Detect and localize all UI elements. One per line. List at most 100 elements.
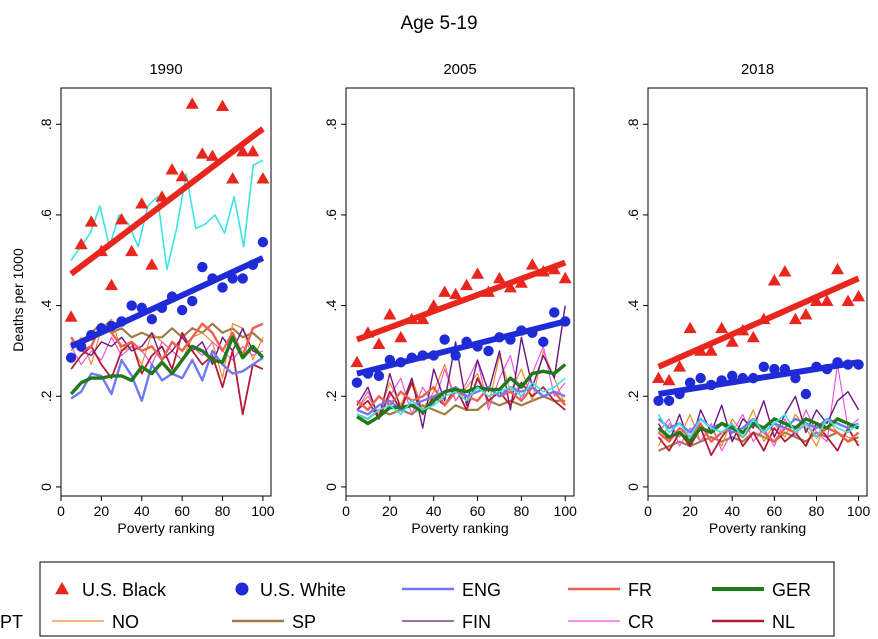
y-tick-label: .2	[38, 390, 54, 402]
panel-title: 1990	[149, 61, 182, 78]
point-us-white	[800, 388, 812, 400]
point-us-black	[482, 285, 495, 297]
point-us-black	[216, 99, 230, 112]
x-tick-label: 20	[94, 503, 110, 519]
point-us-black	[74, 237, 88, 250]
panel-2018: 2018 0 20 40 60 80 100 Poverty ranking 0 .2 .4 .6 .8	[625, 61, 870, 536]
point-us-white	[779, 363, 791, 375]
y-tick-label: .4	[38, 300, 54, 312]
point-us-black	[205, 149, 219, 161]
point-us-black	[514, 276, 528, 288]
point-us-white	[674, 388, 685, 400]
point-us-black	[757, 312, 771, 325]
point-us-black	[547, 262, 561, 275]
point-us-black	[831, 262, 845, 275]
series-line-nl	[356, 377, 566, 420]
point-us-white	[832, 357, 843, 368]
point-us-white	[227, 273, 238, 284]
legend-label: U.S. Black	[82, 580, 167, 600]
point-us-black	[725, 335, 739, 347]
x-tick-label: 0	[342, 503, 350, 519]
point-us-white	[653, 395, 664, 406]
point-us-black	[64, 310, 78, 322]
series-line-ger	[69, 335, 265, 396]
point-us-white	[384, 354, 396, 366]
y-tick-label: .2	[323, 390, 339, 402]
point-us-black	[165, 163, 179, 175]
series-line-pt	[356, 377, 566, 420]
y-tick-label: .6	[38, 209, 54, 221]
point-us-black	[662, 373, 676, 386]
point-us-black	[226, 172, 240, 184]
point-us-white	[106, 320, 117, 332]
point-us-black	[778, 265, 792, 277]
point-us-white	[362, 368, 374, 379]
point-us-black	[195, 147, 209, 159]
point-us-white	[450, 350, 461, 361]
series-line-nl	[657, 422, 860, 457]
point-us-white	[483, 345, 494, 357]
point-us-white	[187, 295, 198, 307]
point-us-black	[694, 344, 708, 356]
point-us-black	[125, 244, 139, 257]
point-us-black	[799, 308, 813, 320]
point-us-white	[373, 370, 385, 382]
x-tick-label: 20	[682, 503, 698, 519]
point-us-white	[663, 395, 675, 406]
x-tick-label: 40	[426, 503, 442, 519]
point-us-white	[705, 379, 717, 391]
point-us-black	[471, 267, 485, 279]
legend-label: NL	[772, 612, 795, 632]
point-us-white	[790, 372, 801, 384]
point-us-white	[472, 341, 483, 352]
point-us-white	[737, 372, 748, 384]
legend-label: FIN	[462, 612, 491, 632]
point-us-white	[748, 372, 759, 384]
point-us-black	[236, 144, 250, 157]
point-us-black	[536, 265, 550, 277]
point-us-white	[494, 332, 505, 343]
series-line-sp	[356, 395, 566, 420]
y-tick-label: 0	[625, 483, 641, 491]
point-us-white	[247, 259, 259, 270]
point-us-black	[405, 312, 419, 325]
point-us-white	[821, 363, 833, 375]
point-us-white	[549, 307, 560, 318]
point-us-white	[207, 273, 218, 284]
point-us-white	[560, 316, 571, 327]
point-us-black	[175, 169, 189, 182]
point-us-black	[852, 290, 866, 302]
point-us-white	[237, 273, 248, 284]
point-us-white	[395, 357, 407, 368]
legend-entry-ger: GER	[712, 580, 811, 600]
y-tick-label: .8	[323, 118, 339, 130]
x-tick-label: 40	[724, 503, 740, 519]
point-us-white	[695, 372, 706, 384]
point-us-black	[383, 308, 397, 320]
y-tick-label: 0	[38, 483, 54, 491]
point-us-black	[145, 258, 159, 270]
x-axis-label: Poverty ranking	[709, 520, 806, 536]
point-us-black	[350, 355, 364, 368]
point-us-white	[811, 361, 822, 372]
point-us-white	[853, 359, 864, 370]
point-us-white	[684, 377, 696, 388]
point-us-white	[65, 352, 77, 363]
point-us-white	[126, 300, 137, 311]
point-us-black	[820, 294, 834, 306]
panel-title: 2005	[443, 61, 476, 78]
x-tick-label: 0	[644, 503, 652, 519]
point-us-black	[525, 258, 539, 270]
x-axis-label: Poverty ranking	[411, 520, 508, 536]
series-line-fin	[70, 327, 264, 366]
y-axis-label: Deaths per 1000	[10, 248, 26, 352]
point-us-black	[746, 330, 760, 343]
legend-label: CR	[628, 612, 654, 632]
point-us-black	[438, 285, 452, 297]
x-tick-label: 20	[382, 503, 398, 519]
x-tick-label: 60	[767, 503, 783, 519]
x-tick-label: 80	[514, 503, 530, 519]
series-line-fin	[356, 305, 566, 429]
legend-entry-no: NO	[52, 612, 139, 632]
